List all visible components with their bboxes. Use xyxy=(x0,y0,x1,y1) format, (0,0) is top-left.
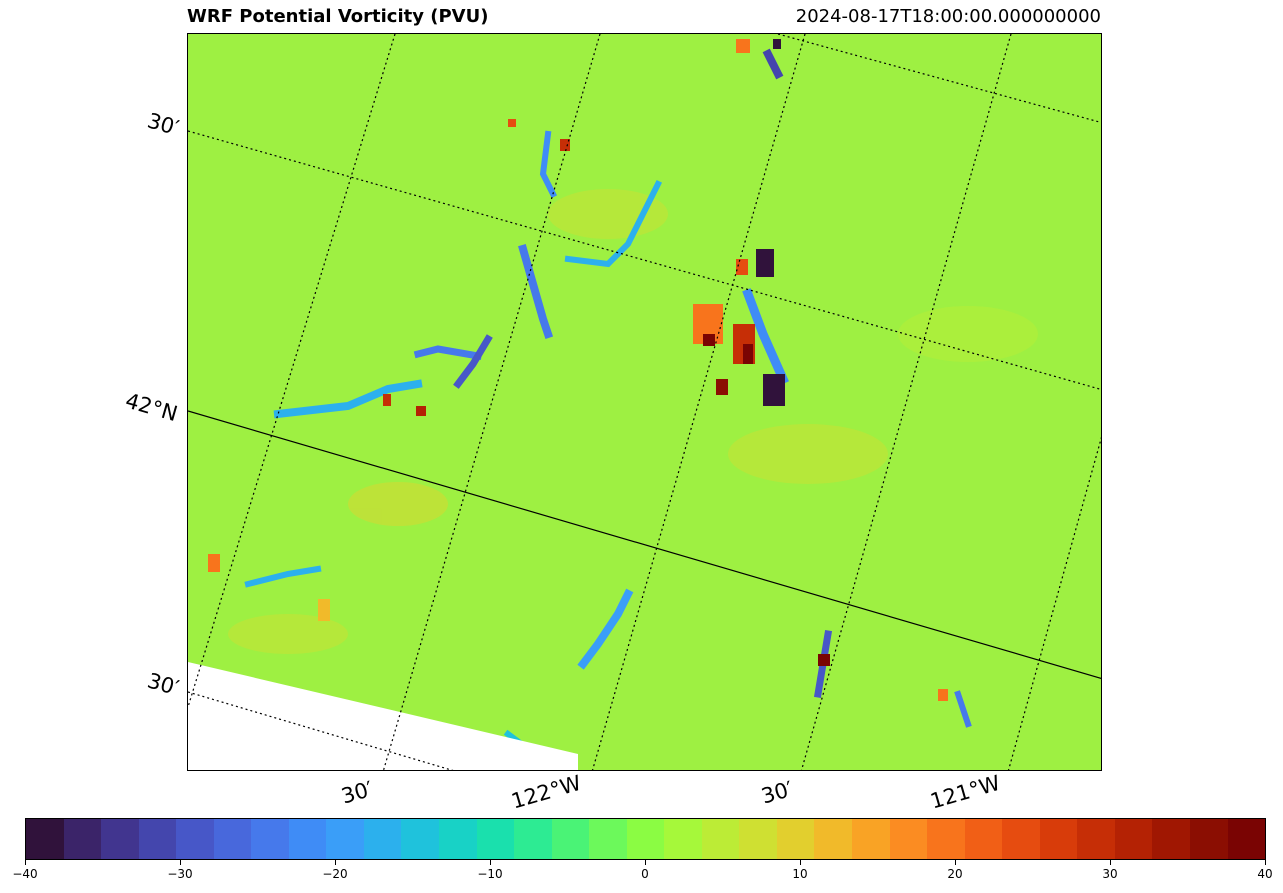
colorbar-tick-label: 10 xyxy=(792,867,808,881)
colorbar-segment xyxy=(288,819,327,859)
pv-warm-patches xyxy=(228,189,1038,654)
colorbar-segment xyxy=(852,819,890,859)
colorbar-segment xyxy=(814,819,853,859)
colorbar-tick-label: 0 xyxy=(641,867,649,881)
colorbar-segment xyxy=(1077,819,1115,859)
colorbar-segment xyxy=(664,819,702,859)
lat-label-south: 30′ xyxy=(144,668,182,701)
colorbar-tick-label: 40 xyxy=(1257,867,1273,881)
colorbar-segment xyxy=(1227,819,1266,859)
colorbar-segment xyxy=(26,819,64,859)
colorbar xyxy=(25,818,1266,860)
colorbar-tick xyxy=(25,860,26,865)
colorbar-segment xyxy=(1039,819,1078,859)
colorbar-segment xyxy=(476,819,515,859)
map-panel[interactable] xyxy=(187,33,1102,771)
colorbar-segment xyxy=(1114,819,1153,859)
graticule-meridian-5 xyxy=(1007,436,1101,770)
colorbar-tick-label: 30 xyxy=(1102,867,1118,881)
colorbar-tick xyxy=(1110,860,1111,865)
chart-title: WRF Potential Vorticity (PVU) xyxy=(187,6,489,27)
colorbar-segment xyxy=(176,819,214,859)
colorbar-segment xyxy=(138,819,177,859)
lat-label-north: 30′ xyxy=(144,108,182,141)
graticule-parallel-42n xyxy=(188,410,1101,680)
colorbar-tick xyxy=(800,860,801,865)
lon-label-east: 30′ xyxy=(758,776,796,809)
colorbar-tick-label: −10 xyxy=(477,867,503,881)
colorbar-segment xyxy=(514,819,552,859)
colorbar-tick xyxy=(1265,860,1266,865)
colorbar-segment xyxy=(776,819,815,859)
colorbar-tick xyxy=(645,860,646,865)
colorbar-tick xyxy=(490,860,491,865)
colorbar-segment xyxy=(889,819,928,859)
valid-time: 2024-08-17T18:00:00.000000000 xyxy=(795,6,1101,27)
no-data-region xyxy=(188,662,578,770)
graticule-meridian-1 xyxy=(188,34,396,708)
lat-label-42n: 42°N xyxy=(122,388,181,427)
colorbar-segment xyxy=(213,819,252,859)
colorbar-segment xyxy=(626,819,665,859)
pv-field xyxy=(188,34,1101,770)
pv-extremes xyxy=(208,39,948,701)
colorbar-segment xyxy=(251,819,289,859)
colorbar-segment xyxy=(1189,819,1228,859)
lon-label-122w: 122°W xyxy=(508,770,584,814)
colorbar-segment xyxy=(739,819,777,859)
graticule-meridian-3 xyxy=(591,34,806,770)
colorbar-segment xyxy=(101,819,139,859)
colorbar-segment xyxy=(439,819,477,859)
colorbar-segment xyxy=(589,819,627,859)
colorbar-segment xyxy=(326,819,364,859)
colorbar-segment xyxy=(63,819,102,859)
colorbar-segment xyxy=(927,819,965,859)
colorbar-tick-label: −40 xyxy=(12,867,38,881)
colorbar-segment xyxy=(1002,819,1040,859)
colorbar-segment xyxy=(551,819,590,859)
colorbar-segment xyxy=(701,819,740,859)
colorbar-tick-label: −20 xyxy=(322,867,348,881)
graticule-parallel-south xyxy=(188,691,454,770)
colorbar-tick xyxy=(180,860,181,865)
lon-label-west: 30′ xyxy=(338,776,376,809)
lon-label-121w: 121°W xyxy=(927,770,1003,814)
colorbar-segment xyxy=(964,819,1003,859)
graticule-parallel-top xyxy=(777,34,1101,124)
colorbar-segment xyxy=(363,819,402,859)
colorbar-tick xyxy=(335,860,336,865)
colorbar-tick-label: 20 xyxy=(947,867,963,881)
pv-background xyxy=(188,34,1101,770)
graticule xyxy=(188,34,1101,770)
colorbar-tick-label: −30 xyxy=(167,867,193,881)
colorbar-segment xyxy=(1152,819,1190,859)
graticule-parallel-north xyxy=(188,130,1101,391)
pv-negative-ribbons xyxy=(244,48,972,758)
colorbar-segment xyxy=(401,819,440,859)
graticule-meridian-2 xyxy=(382,34,601,770)
colorbar-tick xyxy=(955,860,956,865)
